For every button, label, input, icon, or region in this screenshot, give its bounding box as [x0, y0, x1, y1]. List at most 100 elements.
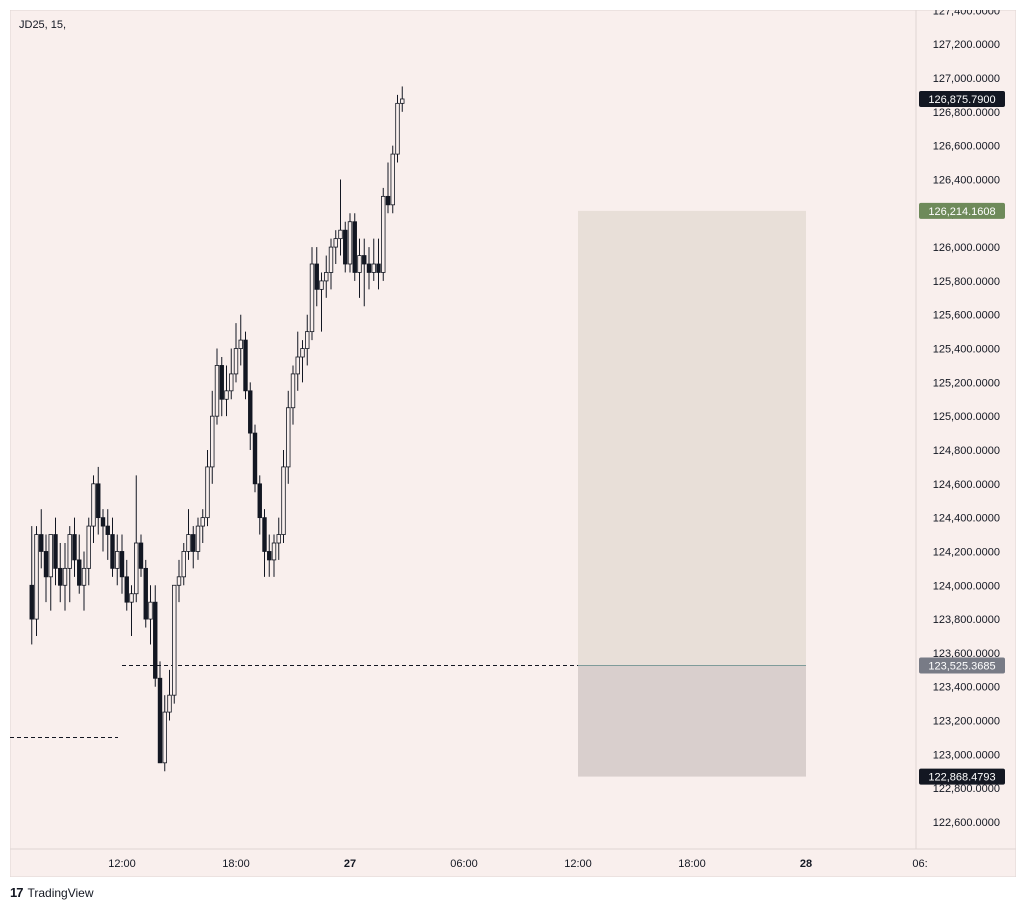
candle-body[interactable] — [181, 551, 186, 578]
candle-body[interactable] — [48, 534, 53, 578]
candle-body[interactable] — [72, 534, 77, 561]
price-tick-label: 125,400.0000 — [933, 344, 1000, 356]
candle-body[interactable] — [238, 339, 243, 349]
candle-body[interactable] — [119, 551, 125, 578]
candle-body[interactable] — [134, 542, 139, 595]
candle-body[interactable] — [229, 373, 234, 392]
candle-body[interactable] — [243, 339, 248, 392]
candle-body[interactable] — [214, 365, 220, 417]
candle-body[interactable] — [357, 255, 362, 273]
candle-body[interactable] — [314, 263, 319, 290]
candle-body[interactable] — [186, 534, 191, 552]
candle-body[interactable] — [352, 221, 357, 273]
price-tick-label: 123,000.0000 — [933, 749, 1000, 761]
candle-body[interactable] — [210, 415, 215, 468]
candle-body[interactable] — [276, 534, 281, 544]
candle-body[interactable] — [305, 331, 310, 349]
candle-body[interactable] — [96, 483, 101, 519]
candle-body[interactable] — [371, 263, 376, 273]
candle-body[interactable] — [157, 677, 163, 764]
candle-body[interactable] — [195, 525, 201, 552]
candle-body[interactable] — [257, 483, 262, 519]
candle-body[interactable] — [148, 601, 153, 620]
price-tick-label: 124,800.0000 — [933, 445, 1000, 457]
candle-body[interactable] — [62, 567, 68, 586]
candle-body[interactable] — [324, 272, 329, 282]
candle-body[interactable] — [328, 246, 334, 273]
price-tick-label: 123,800.0000 — [933, 614, 1000, 626]
candle-body[interactable] — [295, 356, 300, 375]
candle-body[interactable] — [286, 407, 291, 468]
candle-body[interactable] — [91, 483, 96, 527]
candle-body[interactable] — [319, 280, 324, 290]
candle-body[interactable] — [200, 517, 205, 527]
candle-body[interactable] — [205, 466, 210, 519]
candle-body[interactable] — [252, 432, 258, 485]
candle-body[interactable] — [333, 238, 338, 248]
price-badge-label: 126,875.7900 — [928, 94, 995, 106]
candle-body[interactable] — [191, 534, 196, 552]
candle-body[interactable] — [267, 551, 272, 561]
candle-body[interactable] — [400, 98, 405, 104]
candle-body[interactable] — [143, 567, 148, 620]
price-badge-label: 126,214.1608 — [928, 206, 995, 218]
candle-body[interactable] — [366, 263, 372, 273]
candle-body[interactable] — [176, 576, 182, 586]
candle-body[interactable] — [167, 694, 172, 713]
candle-body[interactable] — [34, 534, 39, 620]
candle-body[interactable] — [300, 348, 305, 358]
stop-loss-zone[interactable] — [578, 665, 806, 777]
candle-body[interactable] — [290, 373, 296, 409]
candle-body[interactable] — [376, 263, 381, 273]
candle-body[interactable] — [309, 263, 315, 333]
time-tick-label: 12:00 — [564, 858, 592, 870]
candlestick-chart[interactable]: 127,400.0000 127,200.0000 127,000.0000 126,… — [10, 10, 1016, 877]
candle-body[interactable] — [53, 534, 58, 569]
candle-body[interactable] — [381, 195, 386, 273]
candle-body[interactable] — [129, 593, 134, 603]
price-tick-label: 123,200.0000 — [933, 716, 1000, 728]
candle-body[interactable] — [248, 390, 253, 434]
candle-body[interactable] — [362, 255, 367, 265]
candle-body[interactable] — [395, 102, 400, 155]
candle-body[interactable] — [29, 584, 34, 620]
candle-body[interactable] — [39, 534, 44, 552]
candle-body[interactable] — [43, 551, 49, 578]
price-tick-label: 123,600.0000 — [933, 648, 1000, 660]
chart-background — [10, 10, 1016, 877]
candle-body[interactable] — [138, 542, 144, 569]
candle-body[interactable] — [124, 576, 129, 603]
candle-body[interactable] — [390, 153, 395, 206]
price-tick-label: 126,400.0000 — [933, 174, 1000, 186]
candle-body[interactable] — [347, 221, 353, 265]
brand-name: TradingView — [27, 885, 94, 900]
candle-body[interactable] — [81, 567, 87, 586]
candle-body[interactable] — [385, 195, 391, 206]
price-tick-label: 127,200.0000 — [933, 39, 1000, 51]
price-badge-label: 123,525.3685 — [928, 661, 995, 673]
candle-body[interactable] — [153, 601, 158, 679]
candle-body[interactable] — [105, 525, 110, 535]
candle-body[interactable] — [115, 551, 120, 569]
candle-body[interactable] — [58, 567, 63, 586]
price-tick-label: 125,800.0000 — [933, 276, 1000, 288]
candle-body[interactable] — [233, 348, 239, 375]
candle-body[interactable] — [162, 711, 167, 764]
candle-body[interactable] — [219, 365, 224, 400]
chart-frame[interactable]: 127,400.0000 127,200.0000 127,000.0000 126,… — [10, 10, 1016, 877]
candle-body[interactable] — [343, 229, 348, 265]
candle-body[interactable] — [67, 534, 72, 569]
time-tick-label: 18:00 — [678, 858, 706, 870]
candle-body[interactable] — [86, 525, 91, 569]
candle-body[interactable] — [224, 390, 229, 400]
price-badge-target — [919, 202, 1005, 219]
candle-body[interactable] — [338, 229, 343, 240]
candle-body[interactable] — [262, 517, 267, 552]
candle-body[interactable] — [77, 559, 82, 586]
candle-body[interactable] — [271, 542, 277, 561]
candle-body[interactable] — [110, 534, 115, 569]
profit-zone[interactable] — [578, 210, 806, 666]
candle-body[interactable] — [100, 517, 106, 527]
candle-body[interactable] — [172, 584, 177, 696]
candle-body[interactable] — [281, 466, 286, 535]
